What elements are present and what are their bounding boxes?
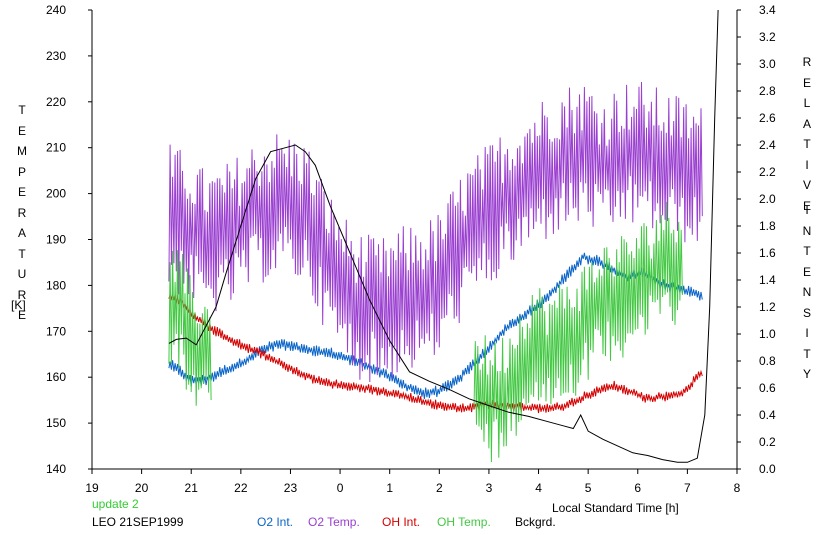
y-right-label-letter: I bbox=[805, 326, 809, 340]
y-right-tick-label: 0.6 bbox=[759, 381, 776, 395]
legend-item-o2-temp: O2 Temp. bbox=[308, 515, 360, 529]
station-date: LEO 21SEP1999 bbox=[92, 515, 184, 529]
y-right-tick-label: 2.4 bbox=[759, 138, 776, 152]
y-right-label-letter: T bbox=[803, 346, 811, 361]
y-right-tick-label: 1.0 bbox=[759, 327, 776, 341]
x-tick-label: 19 bbox=[85, 481, 99, 495]
x-tick-label: 6 bbox=[634, 481, 641, 495]
y-left-tick-label: 220 bbox=[46, 95, 66, 109]
y-right-label-letter: E bbox=[802, 264, 811, 279]
series-line-bckgrd- bbox=[168, 9, 719, 463]
y-right-label-letter: I bbox=[805, 203, 809, 217]
legend-item-bckgrd: Bckgrd. bbox=[515, 515, 556, 529]
x-tick-label: 20 bbox=[135, 481, 149, 495]
x-tick-label: 4 bbox=[535, 481, 542, 495]
x-tick-label: 7 bbox=[684, 481, 691, 495]
y-left-tick-label: 240 bbox=[46, 3, 66, 17]
y-right-label-letter: N bbox=[802, 285, 812, 299]
y-right-label-letter: I bbox=[805, 157, 809, 172]
y-right-tick-label: 2.0 bbox=[759, 192, 776, 206]
y-left-label-letter: M bbox=[17, 144, 27, 158]
y-left-label-letter: E bbox=[17, 123, 26, 138]
y-right-tick-label: 3.4 bbox=[759, 3, 776, 17]
y-left-label-letter: R bbox=[17, 205, 27, 220]
y-left-label-letter: P bbox=[17, 164, 26, 179]
legend-item-oh-int: OH Int. bbox=[382, 515, 421, 529]
y-right-label-letter: V bbox=[802, 178, 811, 192]
y-right-label-letter: E bbox=[802, 75, 811, 90]
y-right-tick-label: 1.6 bbox=[759, 246, 776, 260]
y-left-tick-label: 140 bbox=[46, 462, 66, 476]
y-right-tick-label: 2.6 bbox=[759, 111, 776, 125]
x-tick-label: 21 bbox=[185, 481, 199, 495]
y-left-label-letter: E bbox=[17, 308, 26, 322]
y-left-tick-label: 180 bbox=[46, 278, 66, 292]
y-left-tick-label: 230 bbox=[46, 49, 66, 63]
y-right-tick-label: 2.8 bbox=[759, 84, 776, 98]
y-left-tick-label: 160 bbox=[46, 370, 66, 384]
y-right-tick-label: 0.2 bbox=[759, 435, 776, 449]
y-right-tick-label: 1.4 bbox=[759, 273, 776, 287]
y-right-label-letter: E bbox=[802, 198, 811, 213]
y-left-label-letter: E bbox=[17, 185, 26, 199]
update-note: update 2 bbox=[92, 497, 139, 511]
x-tick-label: 23 bbox=[284, 481, 298, 495]
y-left-label-letter: T bbox=[18, 103, 26, 117]
y-right-tick-label: 3.2 bbox=[759, 30, 776, 44]
x-tick-label: 3 bbox=[486, 481, 493, 495]
y-right-label-letter: R bbox=[802, 55, 812, 69]
y-right-label-letter: S bbox=[802, 305, 811, 320]
series-layer bbox=[168, 9, 719, 463]
y-left-tick-label: 150 bbox=[46, 416, 66, 430]
legend-item-o2-int: O2 Int. bbox=[257, 515, 294, 529]
y-right-tick-label: 0.8 bbox=[759, 354, 776, 368]
y-right-label-letter: L bbox=[803, 96, 811, 110]
y-right-tick-label: 0.4 bbox=[759, 408, 776, 422]
x-axis-label: Local Standard Time [h] bbox=[552, 501, 679, 515]
y-right-label-letter: A bbox=[802, 116, 811, 131]
x-tick-label: 8 bbox=[734, 481, 741, 495]
y-right-label-letter: T bbox=[803, 137, 811, 151]
y-left-label-letter: U bbox=[17, 267, 27, 281]
y-right-tick-label: 3.0 bbox=[759, 57, 776, 71]
x-tick-label: 2 bbox=[436, 481, 443, 495]
y-right-label-letter: Y bbox=[802, 367, 811, 381]
y-left-label-letter: T bbox=[18, 246, 26, 261]
y-right-tick-label: 0.0 bbox=[759, 462, 776, 476]
series-line-oh-temp--seg2 bbox=[473, 201, 683, 463]
x-tick-label: 22 bbox=[234, 481, 248, 495]
y-left-tick-label: 170 bbox=[46, 324, 66, 338]
axes-layer: 1401501601701801902002102202302400.00.20… bbox=[46, 3, 776, 495]
y-right-tick-label: 1.8 bbox=[759, 219, 776, 233]
series-line-oh-int- bbox=[168, 293, 703, 414]
y-left-tick-label: 200 bbox=[46, 187, 66, 201]
y-left-label-letter: R bbox=[17, 287, 27, 302]
x-tick-label: 1 bbox=[386, 481, 393, 495]
y-right-tick-label: 1.2 bbox=[759, 300, 776, 314]
y-right-tick-label: 2.2 bbox=[759, 165, 776, 179]
y-axis-left-unit: [K] bbox=[11, 298, 26, 312]
series-line-oh-temp--seg1 bbox=[168, 250, 212, 406]
x-tick-label: 0 bbox=[337, 481, 344, 495]
series-line-o2-temp- bbox=[168, 81, 703, 383]
y-left-label-letter: A bbox=[17, 226, 26, 240]
legend-item-oh-temp: OH Temp. bbox=[437, 515, 491, 529]
x-tick-label: 5 bbox=[585, 481, 592, 495]
y-right-label-letter: N bbox=[802, 223, 812, 238]
y-left-tick-label: 210 bbox=[46, 141, 66, 155]
y-right-label-letter: T bbox=[803, 244, 811, 258]
y-left-tick-label: 190 bbox=[46, 233, 66, 247]
